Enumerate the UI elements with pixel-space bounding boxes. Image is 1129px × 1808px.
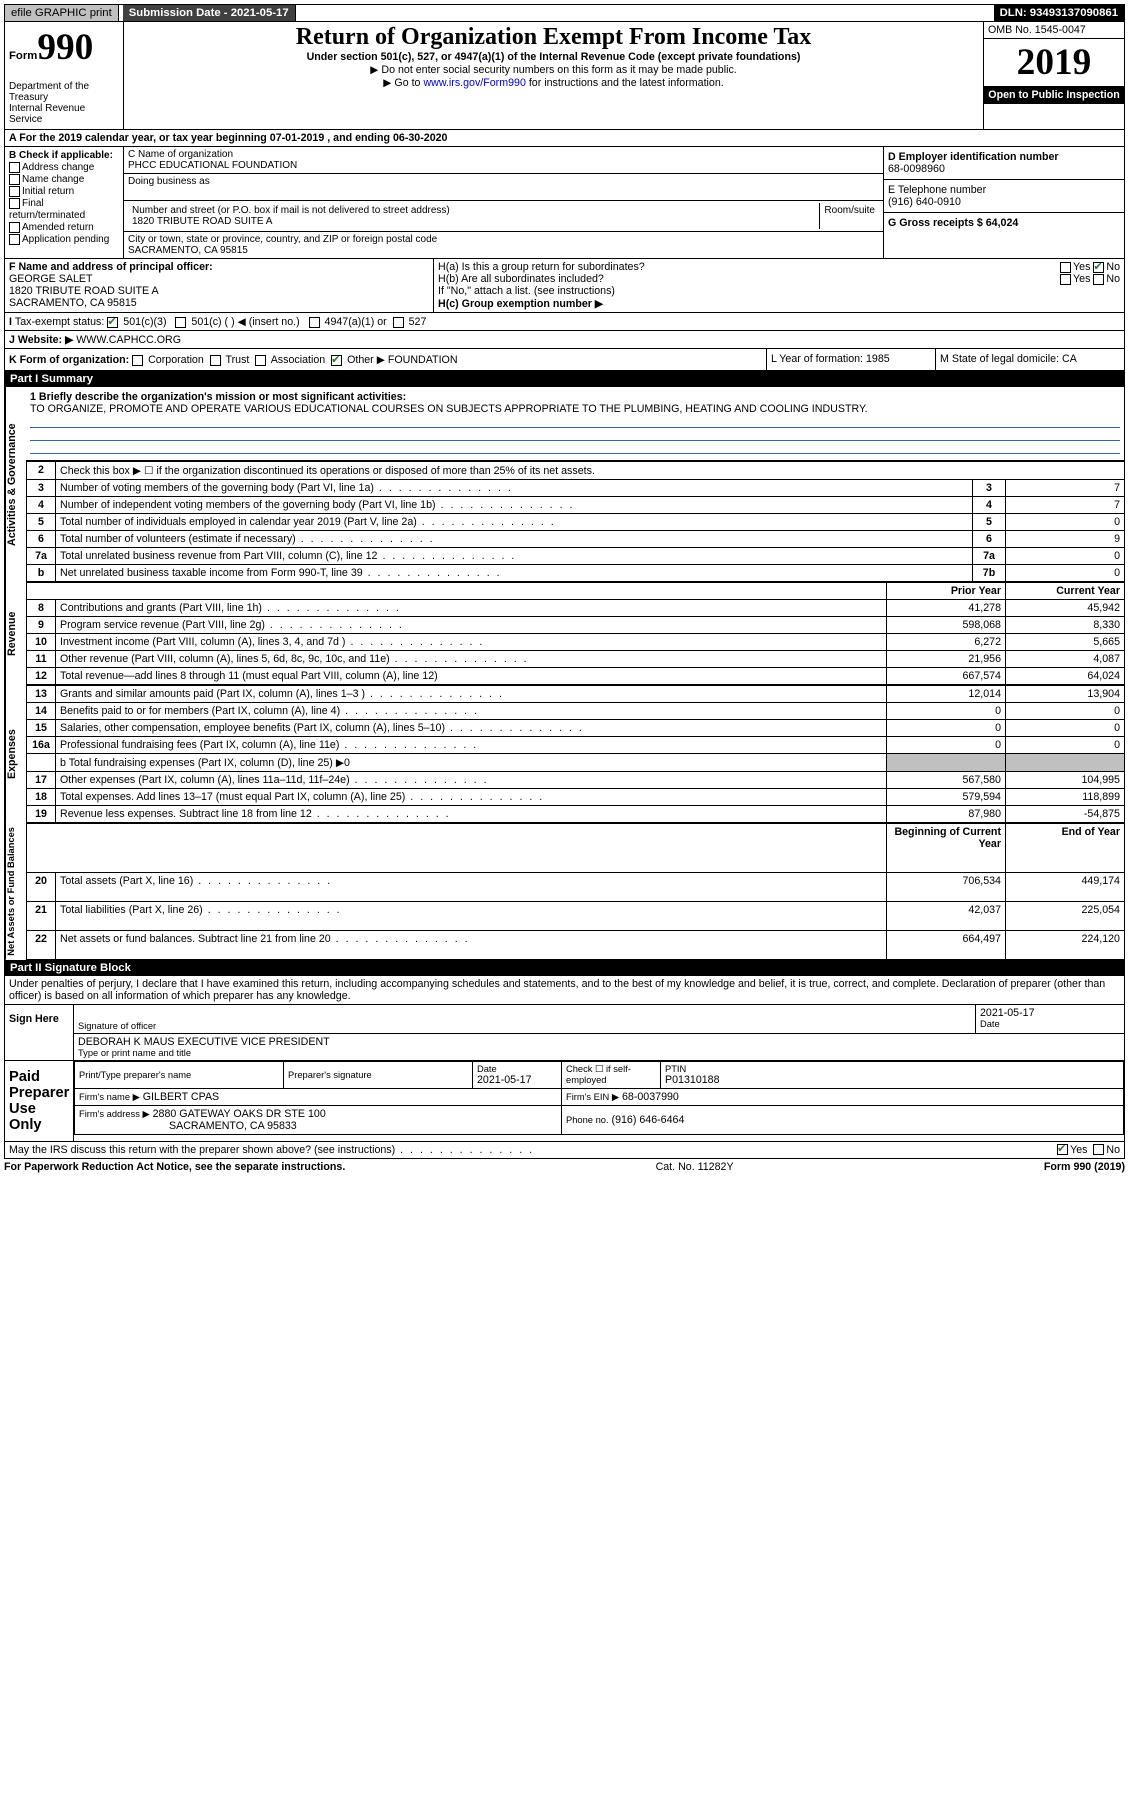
paid-preparer-label: Paid Preparer Use Only <box>5 1061 74 1141</box>
mission-text: TO ORGANIZE, PROMOTE AND OPERATE VARIOUS… <box>30 403 1120 415</box>
form-header: Form990 Department of the Treasury Inter… <box>4 22 1125 130</box>
omb-number: OMB No. 1545-0047 <box>984 22 1124 39</box>
cb-initial[interactable] <box>9 186 20 197</box>
side-netassets: Net Assets or Fund Balances <box>5 823 26 960</box>
cb-pending[interactable] <box>9 234 20 245</box>
tel: (916) 640-0910 <box>888 196 1120 208</box>
irs-link[interactable]: www.irs.gov/Form990 <box>423 77 525 89</box>
tel-label: E Telephone number <box>888 184 1120 196</box>
efile-btn[interactable]: efile GRAPHIC print <box>5 5 119 21</box>
tax-year: 2019 <box>984 39 1124 87</box>
officer-block: F Name and address of principal officer:… <box>4 259 1125 313</box>
cb-discuss-no[interactable] <box>1093 1144 1104 1155</box>
side-activities: Activities & Governance <box>5 387 26 582</box>
side-revenue: Revenue <box>5 582 26 685</box>
note-link: ▶ Go to www.irs.gov/Form990 for instruct… <box>126 76 981 89</box>
top-bar: efile GRAPHIC print Submission Date - 20… <box>4 4 1125 22</box>
cb-discuss-yes[interactable] <box>1057 1144 1068 1155</box>
line2: Check this box ▶ ☐ if the organization d… <box>56 462 1125 480</box>
city: SACRAMENTO, CA 95815 <box>128 245 879 256</box>
cb-527[interactable] <box>393 317 404 328</box>
cb-final[interactable] <box>9 198 20 209</box>
gross-receipts: G Gross receipts $ 64,024 <box>888 217 1120 229</box>
cb-501c[interactable] <box>175 317 186 328</box>
dln: DLN: 93493137090861 <box>994 5 1124 21</box>
form-number: Form990 <box>9 26 119 69</box>
part1-header: Part I Summary <box>4 371 1125 387</box>
side-expenses: Expenses <box>5 685 26 823</box>
footer: For Paperwork Reduction Act Notice, see … <box>4 1159 1125 1175</box>
cb-amended[interactable] <box>9 222 20 233</box>
line1-label: 1 Briefly describe the organization's mi… <box>30 391 1120 403</box>
org-info-block: B Check if applicable: Address change Na… <box>4 147 1125 259</box>
ein: 68-0098960 <box>888 163 1120 175</box>
org-name: PHCC EDUCATIONAL FOUNDATION <box>128 160 879 171</box>
signature-block: Sign Here Signature of officer 2021-05-1… <box>4 1005 1125 1061</box>
addr-label: Number and street (or P.O. box if mail i… <box>132 205 815 216</box>
cb-name[interactable] <box>9 174 20 185</box>
sign-here-label: Sign Here <box>5 1005 74 1060</box>
city-label: City or town, state or province, country… <box>128 234 879 245</box>
cb-4947[interactable] <box>309 317 320 328</box>
website-url[interactable]: WWW.CAPHCC.ORG <box>76 334 181 346</box>
website-row: J Website: ▶ WWW.CAPHCC.ORG <box>4 331 1125 349</box>
room-label: Room/suite <box>820 203 879 229</box>
tax-period: A For the 2019 calendar year, or tax yea… <box>4 130 1125 147</box>
org-name-label: C Name of organization <box>128 149 879 160</box>
form-subtitle: Under section 501(c), 527, or 4947(a)(1)… <box>126 51 981 63</box>
discuss-row: May the IRS discuss this return with the… <box>4 1142 1125 1159</box>
note-ssn: ▶ Do not enter social security numbers o… <box>126 63 981 76</box>
org-form-row: K Form of organization: Corporation Trus… <box>4 349 1125 371</box>
form-title: Return of Organization Exempt From Incom… <box>126 24 981 51</box>
declaration: Under penalties of perjury, I declare th… <box>4 976 1125 1005</box>
submission-date: Submission Date - 2021-05-17 <box>123 5 296 21</box>
part2-header: Part II Signature Block <box>4 960 1125 976</box>
dba-label: Doing business as <box>128 176 879 187</box>
tax-status-row: I Tax-exempt status: 501(c)(3) 501(c) ( … <box>4 313 1125 331</box>
addr: 1820 TRIBUTE ROAD SUITE A <box>132 216 815 227</box>
dept-label: Department of the Treasury Internal Reve… <box>9 81 119 125</box>
cb-501c3[interactable] <box>107 317 118 328</box>
cb-address[interactable] <box>9 162 20 173</box>
open-public: Open to Public Inspection <box>984 87 1124 104</box>
ein-label: D Employer identification number <box>888 151 1120 163</box>
checkbox-column: B Check if applicable: Address change Na… <box>5 147 124 258</box>
